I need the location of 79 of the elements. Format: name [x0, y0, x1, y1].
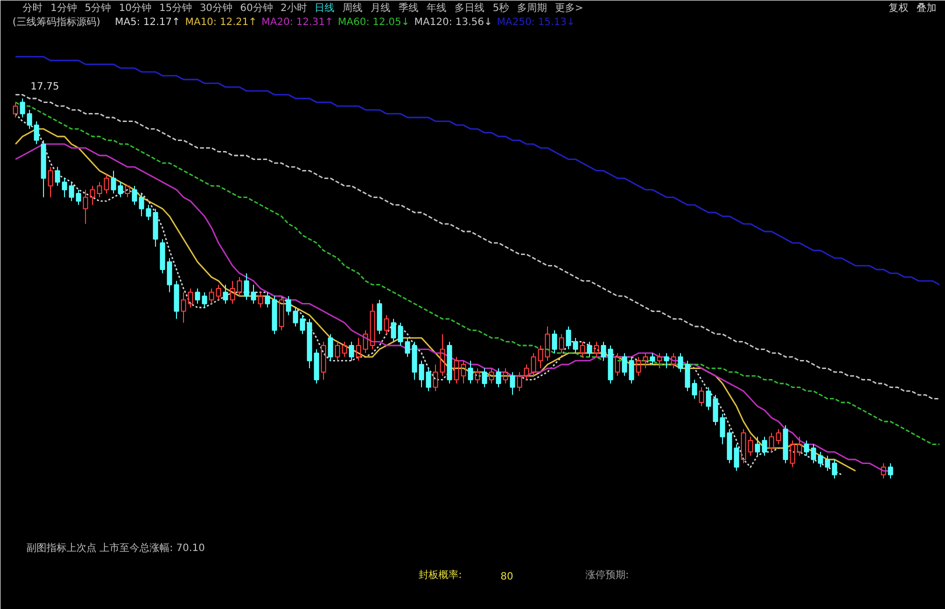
candlestick — [110, 170, 116, 194]
candlestick — [670, 352, 676, 369]
text: 周线 — [342, 2, 363, 14]
candlestick — [440, 334, 446, 376]
candlestick — [664, 352, 670, 369]
candlestick — [650, 352, 656, 365]
text: 80 — [500, 572, 514, 582]
candlestick — [656, 352, 662, 369]
candlestick — [188, 288, 194, 308]
candlestick — [594, 341, 600, 358]
annotation: 17.75 — [30, 82, 60, 92]
candlestick — [510, 372, 516, 396]
candlestick — [244, 272, 250, 300]
candlestick — [412, 341, 418, 380]
text: 30分钟 — [200, 2, 232, 14]
candlestick — [76, 189, 82, 206]
candlestick — [180, 292, 186, 324]
candlestick — [278, 296, 284, 331]
candlestick — [160, 238, 166, 274]
candlestick — [20, 98, 26, 118]
candlestick — [468, 360, 474, 384]
candlestick — [642, 352, 648, 369]
candlestick — [118, 182, 124, 198]
candlestick — [216, 284, 222, 300]
candlestick — [776, 428, 782, 445]
candlestick — [726, 428, 732, 464]
text: 5分钟 — [84, 2, 112, 14]
text: 60分钟 — [240, 2, 273, 14]
text: 多周期 — [516, 2, 547, 14]
text: 季线 — [398, 2, 419, 14]
text: 1分钟 — [50, 2, 77, 14]
candlestick — [832, 459, 838, 479]
text: 5秒 — [492, 2, 510, 14]
candlestick — [622, 352, 628, 376]
text: 10分钟 — [118, 2, 152, 14]
text: 日线 — [314, 2, 335, 14]
candlestick — [398, 322, 404, 346]
text: MA20: 12.31↑ — [262, 17, 334, 28]
candlestick — [608, 345, 614, 384]
candlestick — [446, 341, 452, 384]
text: MA5: 12.17↑ — [114, 17, 180, 28]
candlestick — [124, 185, 130, 198]
candlestick — [460, 360, 466, 384]
text: MA10: 12.21↑ — [185, 17, 257, 28]
candlestick — [418, 360, 424, 388]
candlestick — [740, 428, 746, 464]
candlestick — [292, 307, 298, 327]
candlestick — [538, 345, 544, 369]
text: 副图指标上次点 上市至今总涨幅: 70.10 — [26, 542, 205, 554]
candlestick — [152, 208, 158, 248]
candlestick — [104, 174, 110, 194]
text: 叠加 — [916, 2, 936, 14]
text: 封板概率: — [418, 569, 462, 581]
candlestick — [138, 193, 144, 217]
candlestick — [566, 326, 572, 350]
candlestick — [614, 352, 620, 376]
text: 更多> — [554, 2, 584, 14]
text: 复权 — [888, 2, 908, 14]
candlestick — [580, 341, 586, 358]
candlestick — [824, 455, 830, 472]
candlestick — [96, 182, 102, 198]
text: MA250: 15.13↓ — [496, 17, 576, 28]
text: 分时 — [22, 2, 42, 14]
candlestick — [530, 352, 536, 376]
text: MA60: 12.05↓ — [338, 17, 410, 28]
candlestick — [82, 189, 88, 224]
chart-title: (三线筹码指标源码) — [12, 16, 100, 28]
text: MA120: 13.56↓ — [414, 17, 492, 28]
candlestick — [166, 258, 172, 293]
text: 年线 — [426, 2, 447, 14]
text: 月线 — [370, 2, 391, 14]
candlestick — [586, 341, 592, 358]
text: 2小时 — [280, 2, 307, 14]
text: 多日线 — [454, 2, 485, 14]
text: 15分钟 — [159, 2, 192, 14]
candlestick — [320, 341, 326, 380]
text: 涨停预期: — [586, 569, 629, 581]
candlestick — [342, 341, 348, 358]
candlestick — [370, 303, 376, 350]
